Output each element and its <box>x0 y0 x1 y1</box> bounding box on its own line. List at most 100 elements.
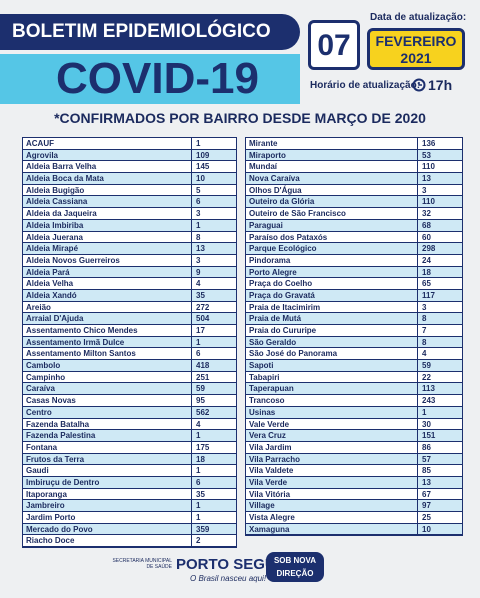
table-row: Aldeia Mirapé 13 <box>23 243 236 255</box>
table-row: Parque Ecológico 298 <box>246 243 462 255</box>
table-row: Vale Verde 30 <box>246 418 462 431</box>
table-row: Mundaí 110 <box>246 161 462 174</box>
case-count: 145 <box>196 162 210 172</box>
case-count: 65 <box>422 279 431 289</box>
table-row: Tabapiri 22 <box>246 371 462 384</box>
table-row: Sapoti 59 <box>246 360 462 372</box>
table-row: Fontana 175 <box>23 441 236 454</box>
case-count: 418 <box>196 361 210 371</box>
neighborhood: Mirante <box>246 138 418 149</box>
neighborhood: Outeiro da Glória <box>246 196 418 208</box>
table-row: Trancoso 243 <box>246 395 462 407</box>
case-count: 13 <box>422 477 431 487</box>
neighborhood: Campinho <box>23 371 192 383</box>
table-row: Cambolo 418 <box>23 360 236 372</box>
case-count: 562 <box>196 407 210 417</box>
neighborhood: Itaporanga <box>23 488 192 500</box>
case-count: 8 <box>196 232 201 242</box>
case-count: 117 <box>422 290 435 300</box>
neighborhood: Praça do Coelho <box>246 278 418 289</box>
neighborhood: Paraguai <box>246 219 418 231</box>
time-label: Horário de atualização: <box>310 80 421 91</box>
case-count: 3 <box>196 209 201 219</box>
table-row: Aldeia Boca da Mata 10 <box>23 173 236 185</box>
table-row: Pindorama 24 <box>246 254 462 267</box>
case-count: 8 <box>422 314 427 324</box>
neighborhood: Paraíso dos Pataxós <box>246 231 418 243</box>
neighborhood: Aldeia Boca da Mata <box>23 173 192 184</box>
neighborhood: Caraíva <box>23 383 192 395</box>
case-count: 6 <box>196 477 201 487</box>
case-count: 8 <box>422 337 427 347</box>
case-count: 110 <box>422 162 435 172</box>
neighborhood: Riacho Doce <box>23 535 192 547</box>
neighborhood: Jambreiro <box>23 500 192 511</box>
neighborhood: São José do Panorama <box>246 348 418 360</box>
neighborhood: ACAUF <box>23 138 192 149</box>
table-row: Aldeia da Jaqueira 3 <box>23 208 236 220</box>
neighborhood: Vera Cruz <box>246 430 418 441</box>
neighborhood: Trancoso <box>246 395 418 406</box>
case-count: 68 <box>422 220 431 230</box>
neighborhood: Vila Valdete <box>246 465 418 476</box>
neighborhood: Parque Ecológico <box>246 243 418 254</box>
table-row: Mirante 136 <box>246 138 462 150</box>
year: 2021 <box>400 50 432 66</box>
table-row: Aldeia Bugigão 5 <box>23 184 236 197</box>
neighborhood: Gaudi <box>23 465 192 476</box>
case-count: 18 <box>422 267 431 277</box>
badge-line: SOB NOVA <box>273 556 317 565</box>
neighborhood: Frutos da Terra <box>23 453 192 465</box>
case-count: 243 <box>422 396 436 406</box>
neighborhood: Jardim Porto <box>23 512 192 523</box>
case-count: 3 <box>196 255 201 265</box>
table-row: Casas Novas 95 <box>23 395 236 407</box>
case-count: 97 <box>422 501 431 511</box>
case-count: 504 <box>196 314 210 324</box>
neighborhood: Vila Vitória <box>246 488 418 500</box>
table-row: Vila Parracho 57 <box>246 453 462 466</box>
table-row: Jardim Porto 1 <box>23 512 236 524</box>
case-count: 3 <box>422 302 427 312</box>
case-count: 60 <box>422 232 431 242</box>
neighborhood: Usinas <box>246 406 418 418</box>
table-row: Campinho 251 <box>23 371 236 384</box>
month-box: FEVEREIRO 2021 <box>367 28 465 70</box>
secretaria: SECRETARIA MUNICIPAL DE SAÚDE <box>112 558 172 570</box>
neighborhood: Praia de Itacimirim <box>246 301 418 313</box>
table-row: Mercado do Povo 359 <box>23 523 236 536</box>
neighborhood: Casas Novas <box>23 395 192 406</box>
neighborhood: Xamaguna <box>246 523 418 535</box>
table-row: Aldeia Velha 4 <box>23 278 236 290</box>
neighborhood: Aldeia Bugigão <box>23 184 192 196</box>
table-row: Vila Jardim 86 <box>246 441 462 454</box>
table-row: Praia de Mutá 8 <box>246 313 462 325</box>
case-count: 251 <box>196 372 210 382</box>
neighborhood: Praia de Mutá <box>246 313 418 324</box>
neighborhood: Aldeia da Jaqueira <box>23 208 192 219</box>
table-row: Vila Verde 13 <box>246 476 462 489</box>
case-count: 359 <box>196 524 210 534</box>
date-label: Data de atualização: <box>370 12 467 23</box>
neighborhood: São Geraldo <box>246 336 418 348</box>
case-count: 10 <box>422 524 431 534</box>
neighborhood: Outeiro de São Francisco <box>246 208 418 219</box>
case-count: 1 <box>196 337 201 347</box>
table-row: Outeiro da Glória 110 <box>246 196 462 209</box>
case-count: 298 <box>422 244 436 254</box>
case-count: 67 <box>422 489 431 499</box>
case-count: 272 <box>196 302 210 312</box>
case-count: 6 <box>196 349 201 359</box>
neighborhood: Assentamento Chico Mendes <box>23 325 192 336</box>
clock-icon <box>412 78 426 92</box>
neighborhood: Agrovila <box>23 149 192 161</box>
neighborhood: Assentamento Milton Santos <box>23 348 192 360</box>
case-count: 30 <box>422 419 431 429</box>
table-row: Aldeia Novos Guerreiros 3 <box>23 254 236 267</box>
neighborhood: Sapoti <box>246 360 418 371</box>
table-row: Usinas 1 <box>246 406 462 419</box>
table-row: Aldeia Cassiana 6 <box>23 196 236 209</box>
table-row: Fazenda Batalha 4 <box>23 418 236 431</box>
neighborhood: Imbiruçu de Dentro <box>23 476 192 488</box>
case-count: 109 <box>196 150 210 160</box>
